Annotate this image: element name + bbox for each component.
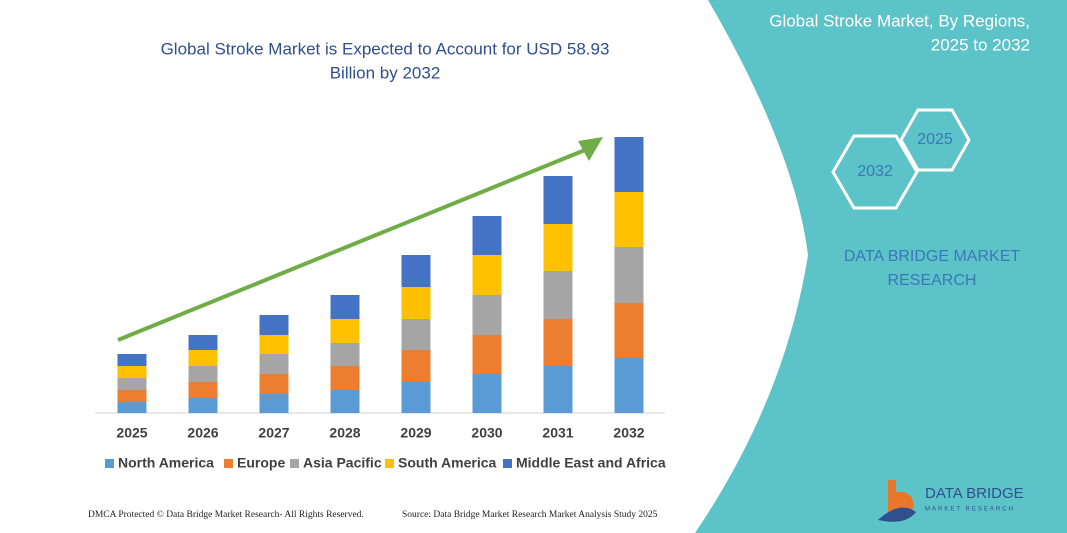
- bar-segment: [188, 335, 218, 350]
- legend-swatch: [290, 459, 299, 468]
- hex-label: 2032: [857, 163, 893, 180]
- bar-segment: [472, 255, 502, 295]
- bar-segment: [472, 216, 502, 255]
- bar-segment: [472, 295, 502, 335]
- bar-segment: [259, 315, 289, 335]
- bar-segment: [117, 402, 147, 413]
- bar-segment: [188, 382, 218, 398]
- legend-label: Middle East and Africa: [516, 455, 666, 471]
- bar-segment: [330, 295, 360, 319]
- footer-text: Source: Data Bridge Market Research Mark…: [402, 510, 658, 520]
- x-tick-label: 2030: [471, 425, 502, 441]
- bar-segment: [472, 374, 502, 413]
- bar-segment: [117, 390, 147, 402]
- bar-segment: [259, 394, 289, 413]
- bar-segment: [117, 366, 147, 378]
- bar-segment: [614, 137, 644, 192]
- bar-segment: [188, 398, 218, 413]
- legend-swatch: [105, 459, 114, 468]
- bar-segment: [330, 343, 360, 366]
- legend-label: Europe: [237, 455, 285, 471]
- hexagon: [831, 134, 919, 210]
- bar-segment: [614, 303, 644, 358]
- x-tick-label: 2029: [400, 425, 431, 441]
- legend-swatch: [224, 459, 233, 468]
- logo-tagline: MARKET RESEARCH: [925, 507, 1015, 513]
- footer-text: DMCA Protected © Data Bridge Market Rese…: [88, 509, 364, 520]
- bar-segment: [543, 366, 573, 413]
- bar-segment: [259, 354, 289, 374]
- logo-text: DATA BRIDGE: [925, 485, 1024, 502]
- bar-segment: [330, 319, 360, 343]
- brand-text: RESEARCH: [888, 272, 977, 289]
- hex-label: 2025: [917, 131, 953, 148]
- x-tick-label: 2025: [116, 425, 147, 441]
- x-tick-label: 2026: [187, 425, 218, 441]
- x-tick-label: 2032: [613, 425, 644, 441]
- bar-segment: [614, 358, 644, 413]
- bar-segment: [401, 350, 431, 382]
- legend-label: South America: [398, 455, 496, 471]
- bar-segment: [472, 335, 502, 374]
- chart-title: Global Stroke Market is Expected to Acco…: [161, 39, 610, 58]
- bar-segment: [259, 374, 289, 394]
- bar-segment: [401, 319, 431, 350]
- trend-arrow: [117, 148, 586, 342]
- bar-segment: [188, 366, 218, 382]
- legend-swatch: [503, 459, 512, 468]
- bar-segment: [330, 390, 360, 413]
- sidebar-title: Global Stroke Market, By Regions,: [769, 11, 1030, 30]
- brand-text: DATA BRIDGE MARKET: [844, 248, 1021, 265]
- legend-swatch: [385, 459, 394, 468]
- x-tick-label: 2027: [258, 425, 289, 441]
- bar-segment: [330, 366, 360, 390]
- legend-label: North America: [118, 455, 214, 471]
- bar-segment: [614, 192, 644, 247]
- x-tick-label: 2031: [542, 425, 573, 441]
- bar-segment: [117, 378, 147, 390]
- bar-segment: [543, 224, 573, 271]
- bar-segment: [614, 247, 644, 303]
- bar-segment: [543, 271, 573, 319]
- x-tick-label: 2028: [329, 425, 360, 441]
- bar-segment: [401, 287, 431, 319]
- legend-label: Asia Pacific: [303, 455, 382, 471]
- logo: DATA BRIDGE MARKET RESEARCH: [878, 480, 1024, 522]
- plot: 2025 2026 2027 2028 2029 2030 2031 2032 North Am…: [105, 137, 666, 471]
- bar-segment: [401, 382, 431, 413]
- hexagon: [899, 108, 971, 172]
- chart-title: Billion by 2032: [330, 63, 441, 82]
- bar-segment: [188, 350, 218, 366]
- logo-mark: [878, 507, 916, 522]
- bar-segment: [543, 176, 573, 224]
- arrow-head: [578, 137, 603, 161]
- sidebar-title: 2025 to 2032: [931, 35, 1030, 54]
- bar-segment: [117, 354, 147, 366]
- bar-segment: [401, 255, 431, 287]
- sidebar-panel: [695, 0, 1067, 533]
- bar-segment: [259, 335, 289, 354]
- bar-segment: [543, 319, 573, 366]
